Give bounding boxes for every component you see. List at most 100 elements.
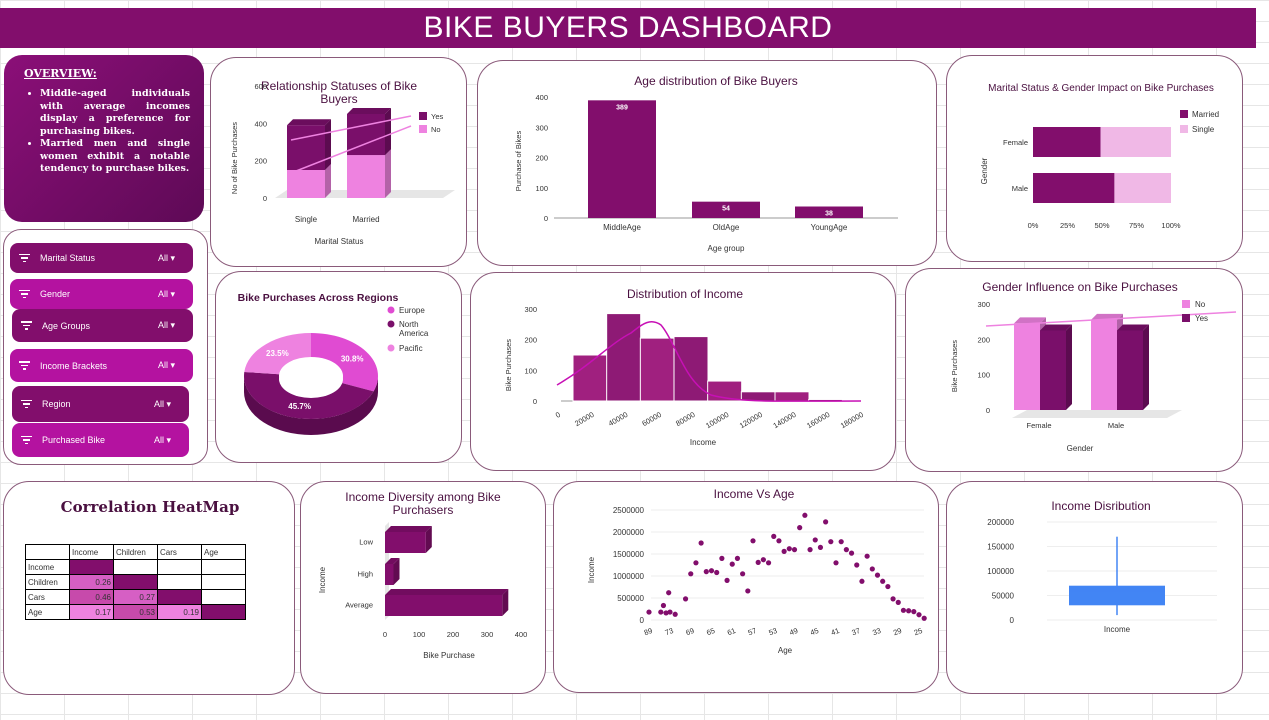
- bar-yes: [1117, 330, 1143, 410]
- scatter-point: [838, 539, 844, 545]
- scatter-point: [885, 583, 891, 590]
- bar-segment-yes: [347, 108, 391, 114]
- scatter-point: [781, 548, 787, 554]
- scatter-point: [817, 544, 824, 550]
- bar: [425, 526, 432, 553]
- x-tick-label: 45: [809, 626, 820, 637]
- donut-side: [244, 376, 378, 435]
- heatmap-cell: [157, 574, 202, 590]
- x-tick-label: 100000: [704, 410, 730, 430]
- legend-label: North: [399, 320, 419, 329]
- scatter-point: [771, 533, 777, 539]
- scatter-point: [906, 608, 912, 614]
- x-axis-label: Income: [690, 438, 717, 447]
- heatmap-table: Income Children Cars Age Income Children 0.26 C…: [25, 544, 246, 620]
- bar-segment-married: [1033, 173, 1115, 203]
- bar-yes: [1040, 324, 1072, 331]
- x-tick-label: 41: [830, 626, 841, 637]
- x-tick-label: Male: [1108, 421, 1124, 430]
- y-tick-label: 50000: [992, 592, 1015, 601]
- donut-hole: [279, 360, 343, 398]
- scatter-point: [854, 562, 860, 568]
- bar-segment-no: [287, 170, 325, 198]
- legend-label: Yes: [431, 112, 443, 121]
- scatter-point: [663, 610, 669, 616]
- y-axis-label: Income: [318, 566, 327, 593]
- y-tick-label: 2000000: [613, 528, 645, 537]
- filter-value: All ▾: [157, 252, 175, 263]
- overview-list: Middle-aged individuals with average inc…: [24, 88, 190, 176]
- scatter-point: [703, 569, 709, 575]
- filter-age-groups[interactable]: Age Groups All ▾: [12, 309, 193, 342]
- y-tick-label: 200: [535, 154, 548, 163]
- scatter-point: [693, 560, 699, 566]
- filter-icon: [18, 253, 30, 263]
- scatter-point: [890, 596, 896, 602]
- bar-no: [1091, 319, 1117, 410]
- x-tick-label: 29: [892, 626, 903, 637]
- legend-swatch: [1182, 300, 1190, 308]
- x-tick-label: 73: [664, 626, 675, 637]
- y-tick-label: 0: [986, 406, 990, 415]
- scatter-point: [682, 596, 689, 602]
- scatter-point: [740, 571, 746, 577]
- heatmap-header: [25, 544, 70, 560]
- histogram-bar: [606, 313, 642, 402]
- x-tick-label: 160000: [805, 410, 831, 430]
- bar-segment-yes: [325, 119, 331, 170]
- legend-label: America: [399, 329, 429, 338]
- filter-gender[interactable]: Gender All ▾: [10, 279, 193, 309]
- regions-chart: Bike Purchases Across Regions 30.8% 45.7% 2…: [238, 292, 429, 435]
- x-tick-label: Married: [352, 215, 379, 224]
- filter-income-brackets[interactable]: Income Brackets All ▾: [10, 349, 193, 382]
- filter-marital-status[interactable]: Marital Status All ▾: [10, 243, 193, 273]
- x-tick-label: 40000: [607, 410, 630, 428]
- bar-yes: [1066, 324, 1072, 410]
- y-tick-label: 100: [535, 184, 548, 193]
- scatter-point: [911, 609, 917, 615]
- chart-title: Distribution of Income: [627, 287, 743, 301]
- chart-title: Income Disribution: [1051, 499, 1150, 513]
- heatmap-cell: [201, 589, 246, 605]
- scatter-point: [776, 538, 782, 544]
- filter-panel: Marital Status All ▾ Gender All ▾ Age Gr…: [3, 229, 208, 465]
- y-tick-label: 0: [1010, 616, 1015, 625]
- x-tick-label: 120000: [738, 410, 764, 430]
- heatmap-cell: [113, 574, 158, 590]
- legend-label: Pacific: [399, 344, 423, 353]
- y-axis-label: Purchase of Bikes: [514, 131, 523, 192]
- chart-title: Buyers: [320, 92, 357, 106]
- legend-label: Yes: [1195, 314, 1208, 323]
- heatmap-header: Children: [113, 544, 158, 560]
- overview-heading: OVERVIEW:: [24, 67, 97, 80]
- bar-segment-yes: [287, 125, 325, 170]
- scatter-point: [880, 578, 886, 584]
- x-tick-label: 75%: [1129, 221, 1144, 230]
- filter-purchased-bike[interactable]: Purchased Bike All ▾: [12, 423, 189, 457]
- filter-label: Age Groups: [42, 320, 91, 331]
- bar: [692, 201, 760, 218]
- data-label: 45.7%: [288, 402, 311, 411]
- heatmap-cell: [201, 559, 246, 575]
- x-tick-label: Income: [1104, 625, 1131, 634]
- trendline: [985, 311, 1237, 327]
- bar-yes: [1143, 324, 1149, 410]
- y-tick-label: Low: [359, 538, 373, 547]
- legend-swatch: [387, 344, 395, 352]
- heatmap-cell: [157, 589, 202, 605]
- gender-chart: Gender Influence on Bike Purchases 0 100 20…: [950, 280, 1237, 453]
- y-tick-label: 1000000: [613, 572, 645, 581]
- heatmap-cell: 0.46: [69, 589, 114, 605]
- scatter-point: [666, 590, 672, 596]
- heatmap-header: Cars: [157, 544, 202, 560]
- income-hist-card: Distribution of Income 0 100 200 300 Bike Pur…: [470, 272, 896, 471]
- heatmap-header: Income: [69, 544, 114, 560]
- y-tick-label: Average: [345, 601, 373, 610]
- legend-swatch: [387, 306, 395, 314]
- filter-value: All ▾: [153, 398, 171, 409]
- scatter-point: [823, 519, 829, 525]
- filter-icon: [20, 399, 32, 409]
- y-axis-label: Income: [587, 556, 596, 583]
- legend-swatch: [1180, 125, 1188, 133]
- filter-region[interactable]: Region All ▾: [12, 386, 189, 422]
